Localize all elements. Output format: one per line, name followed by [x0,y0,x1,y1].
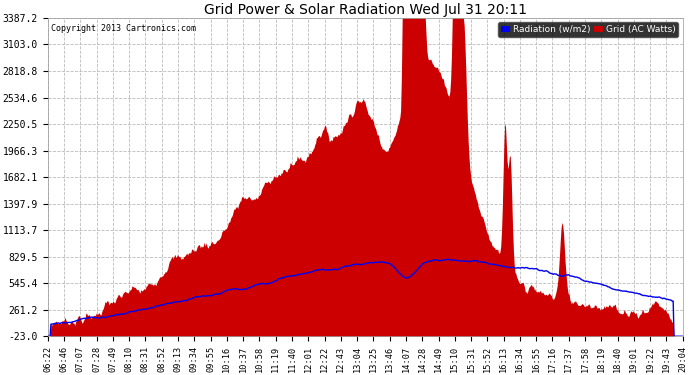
Title: Grid Power & Solar Radiation Wed Jul 31 20:11: Grid Power & Solar Radiation Wed Jul 31 … [204,3,526,17]
Legend: Radiation (w/m2), Grid (AC Watts): Radiation (w/m2), Grid (AC Watts) [498,22,678,37]
Text: Copyright 2013 Cartronics.com: Copyright 2013 Cartronics.com [51,24,196,33]
